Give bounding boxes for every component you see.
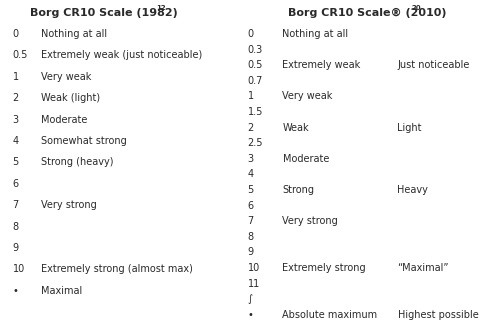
Text: 9: 9: [248, 247, 254, 257]
Text: 12: 12: [156, 5, 166, 11]
Text: 2: 2: [248, 123, 254, 132]
Text: Maximal: Maximal: [41, 286, 82, 296]
Text: Very strong: Very strong: [41, 200, 97, 210]
Text: Heavy: Heavy: [398, 185, 428, 195]
Text: 0.3: 0.3: [248, 45, 263, 55]
Text: Nothing at all: Nothing at all: [282, 29, 348, 39]
Text: 0.7: 0.7: [248, 76, 263, 86]
Text: 3: 3: [12, 115, 18, 124]
Text: •: •: [248, 310, 254, 320]
Text: 6: 6: [248, 201, 254, 211]
Text: 3: 3: [248, 154, 254, 164]
Text: 0: 0: [12, 29, 18, 39]
Text: 9: 9: [12, 243, 18, 253]
Text: 2.5: 2.5: [248, 138, 263, 148]
Text: Absolute maximum: Absolute maximum: [282, 310, 378, 320]
Text: Extremely strong: Extremely strong: [282, 263, 366, 273]
Text: 1: 1: [248, 91, 254, 101]
Text: 1: 1: [12, 72, 18, 82]
Text: Weak (light): Weak (light): [41, 93, 100, 103]
Text: ∫: ∫: [248, 294, 252, 304]
Text: 7: 7: [12, 200, 19, 210]
Text: 0.5: 0.5: [12, 50, 28, 60]
Text: 5: 5: [12, 157, 19, 167]
Text: 0.5: 0.5: [248, 60, 263, 70]
Text: 1.5: 1.5: [248, 107, 263, 117]
Text: 4: 4: [12, 136, 18, 146]
Text: Just noticeable: Just noticeable: [398, 60, 470, 70]
Text: 7: 7: [248, 216, 254, 226]
Text: 8: 8: [248, 232, 254, 242]
Text: Very weak: Very weak: [282, 91, 333, 101]
Text: Extremely weak: Extremely weak: [282, 60, 361, 70]
Text: Very weak: Very weak: [41, 72, 92, 82]
Text: Light: Light: [398, 123, 422, 132]
Text: “Maximal”: “Maximal”: [398, 263, 449, 273]
Text: Moderate: Moderate: [41, 115, 88, 124]
Text: 4: 4: [248, 170, 254, 179]
Text: Strong (heavy): Strong (heavy): [41, 157, 114, 167]
Text: Borg CR10 Scale® (2010): Borg CR10 Scale® (2010): [288, 8, 446, 18]
Text: Very strong: Very strong: [282, 216, 338, 226]
Text: 6: 6: [12, 179, 18, 189]
Text: Somewhat strong: Somewhat strong: [41, 136, 127, 146]
Text: Strong: Strong: [282, 185, 314, 195]
Text: 8: 8: [12, 222, 18, 232]
Text: 0: 0: [248, 29, 254, 39]
Text: Weak: Weak: [282, 123, 309, 132]
Text: 10: 10: [12, 264, 25, 274]
Text: 5: 5: [248, 185, 254, 195]
Text: •: •: [12, 286, 18, 296]
Text: Extremely strong (almost max): Extremely strong (almost max): [41, 264, 193, 274]
Text: Nothing at all: Nothing at all: [41, 29, 107, 39]
Text: Extremely weak (just noticeable): Extremely weak (just noticeable): [41, 50, 202, 60]
Text: 10: 10: [248, 263, 260, 273]
Text: 2: 2: [12, 93, 19, 103]
Text: Highest possible: Highest possible: [398, 310, 478, 320]
Text: 20: 20: [412, 5, 422, 11]
Text: Moderate: Moderate: [282, 154, 329, 164]
Text: Borg CR10 Scale (1982): Borg CR10 Scale (1982): [30, 8, 178, 18]
Text: 11: 11: [248, 279, 260, 289]
